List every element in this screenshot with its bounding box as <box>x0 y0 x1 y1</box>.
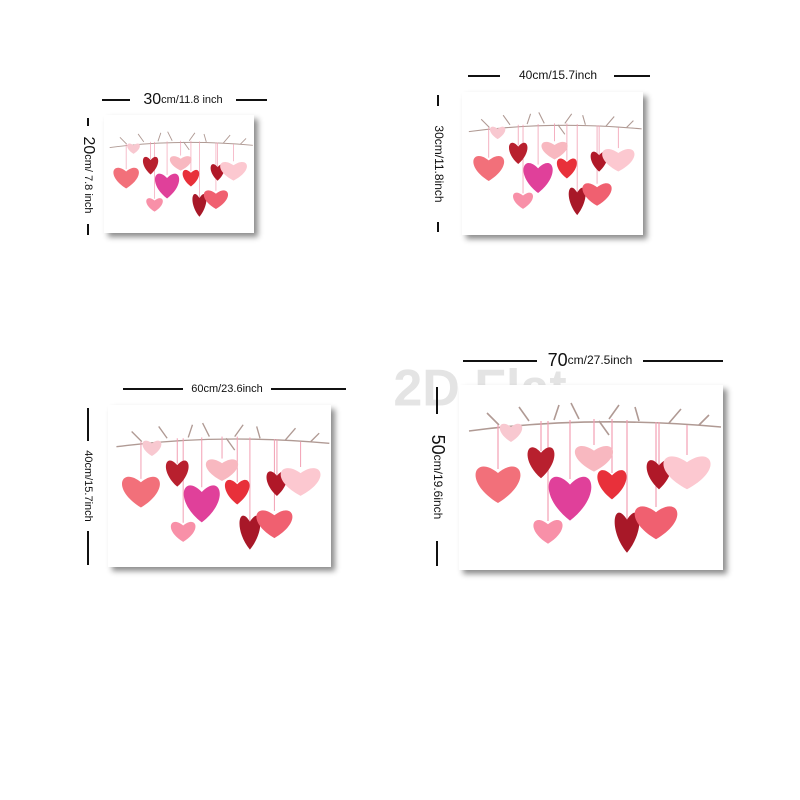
size-number: 70 <box>548 350 568 370</box>
panel: 30cm/11.8 inch 20cm/ 7.8 inch <box>80 91 267 235</box>
width-label: 60cm/23.6inch <box>191 383 263 395</box>
height-label: 50cm/19.6inch <box>428 435 448 520</box>
width-label: 30cm/11.8 inch <box>143 91 222 108</box>
size-number: 50 <box>428 435 448 455</box>
size-number: 20 <box>80 136 97 154</box>
size-unit: cm/11.8 inch <box>161 94 223 106</box>
width-label: 70cm/27.5inch <box>548 350 633 370</box>
panel: 70cm/27.5inch 50cm/19.6inch <box>428 350 723 570</box>
size-number: 30 <box>143 91 161 108</box>
width-label: 40cm/15.7inch <box>519 68 597 82</box>
panel: 60cm/23.6inch 40cm/15.7inch <box>82 383 346 567</box>
size-unit: cm/27.5inch <box>568 353 633 367</box>
height-label: 20cm/ 7.8 inch <box>80 136 97 213</box>
height-label: 30cm/11.8inch <box>432 125 446 202</box>
size-unit: cm/19.6inch <box>431 455 445 520</box>
size-unit: cm/ 7.8 inch <box>82 154 94 213</box>
panel: 40cm/15.7inch 30cm/11.8inch <box>432 68 650 235</box>
height-label: 40cm/15.7inch <box>82 450 94 522</box>
